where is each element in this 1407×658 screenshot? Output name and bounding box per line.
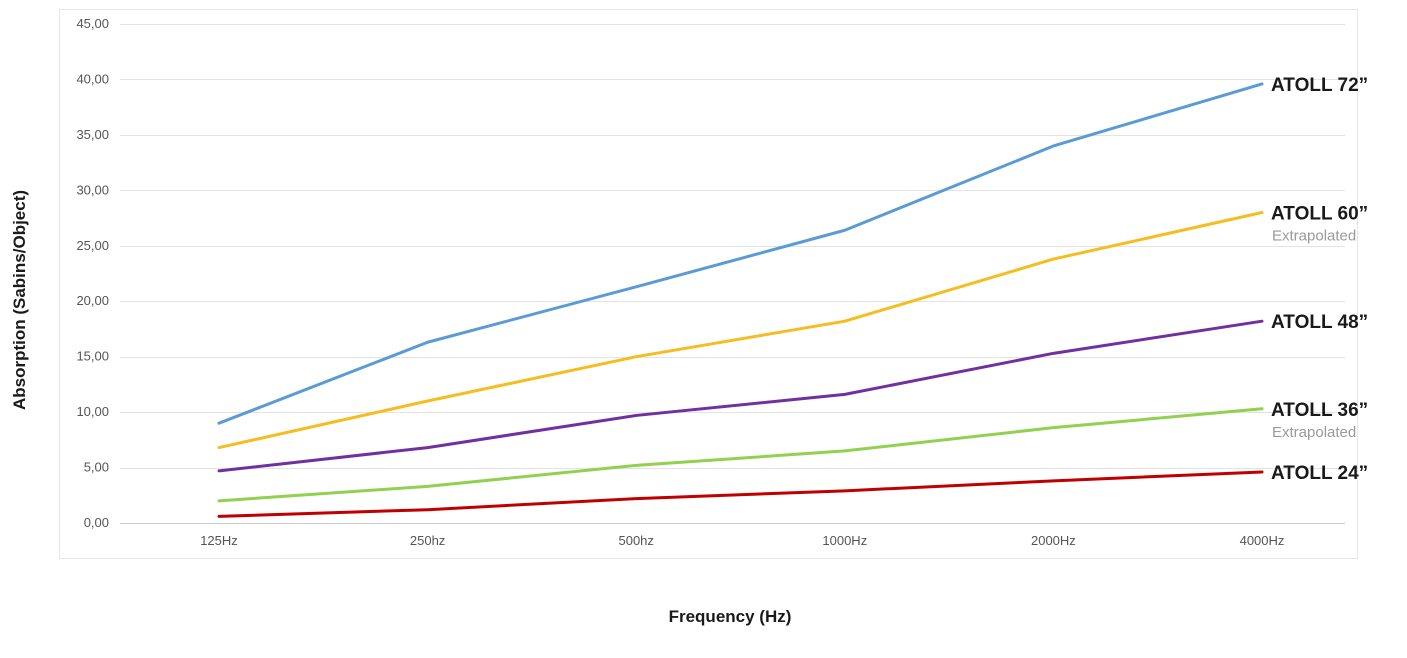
y-tick-label: 40,00: [76, 71, 109, 86]
y-tick-label: 25,00: [76, 238, 109, 253]
x-axis-ticks: 125Hz 250hz 500hz 1000Hz 2000Hz 4000Hz: [200, 533, 1284, 548]
x-tick-label: 125Hz: [200, 533, 238, 548]
series-line: [217, 319, 1264, 473]
series-label: ATOLL 24”: [1271, 463, 1368, 484]
x-axis-title: Frequency (Hz): [669, 607, 792, 626]
series-note: Extrapolated: [1272, 424, 1356, 441]
x-tick-label: 500hz: [618, 533, 653, 548]
x-tick-label: 250hz: [410, 533, 445, 548]
y-axis-title: Absorption (Sabins/Object): [10, 190, 29, 410]
y-tick-label: 30,00: [76, 182, 109, 197]
y-tick-label: 10,00: [76, 404, 109, 419]
y-axis-ticks: 0,00 5,00 10,00 15,00 20,00 25,00 30,00 35,00 40…: [76, 16, 109, 530]
y-tick-label: 15,00: [76, 349, 109, 364]
series-label: ATOLL 48”: [1271, 312, 1368, 333]
series-label: ATOLL 36”: [1271, 400, 1368, 421]
x-tick-label: 1000Hz: [822, 533, 867, 548]
plot-frame: [59, 9, 1358, 559]
series-lines: [217, 82, 1264, 518]
series-label: ATOLL 72”: [1271, 75, 1368, 96]
x-tick-label: 2000Hz: [1031, 533, 1076, 548]
series-line: [217, 211, 1264, 450]
series-line: [217, 470, 1264, 518]
x-tick-label: 4000Hz: [1240, 533, 1285, 548]
y-tick-label: 5,00: [84, 460, 109, 475]
y-tick-label: 45,00: [76, 16, 109, 31]
series-label: ATOLL 60”: [1271, 204, 1368, 225]
series-line: [217, 82, 1264, 425]
series-note: Extrapolated: [1272, 228, 1356, 245]
series-line: [217, 407, 1264, 503]
gridlines: [120, 24, 1345, 524]
y-tick-label: 0,00: [84, 515, 109, 530]
series-labels: ATOLL 72” ATOLL 60” Extrapolated ATOLL 48” A…: [1271, 75, 1368, 484]
y-tick-label: 35,00: [76, 127, 109, 142]
y-tick-label: 20,00: [76, 293, 109, 308]
